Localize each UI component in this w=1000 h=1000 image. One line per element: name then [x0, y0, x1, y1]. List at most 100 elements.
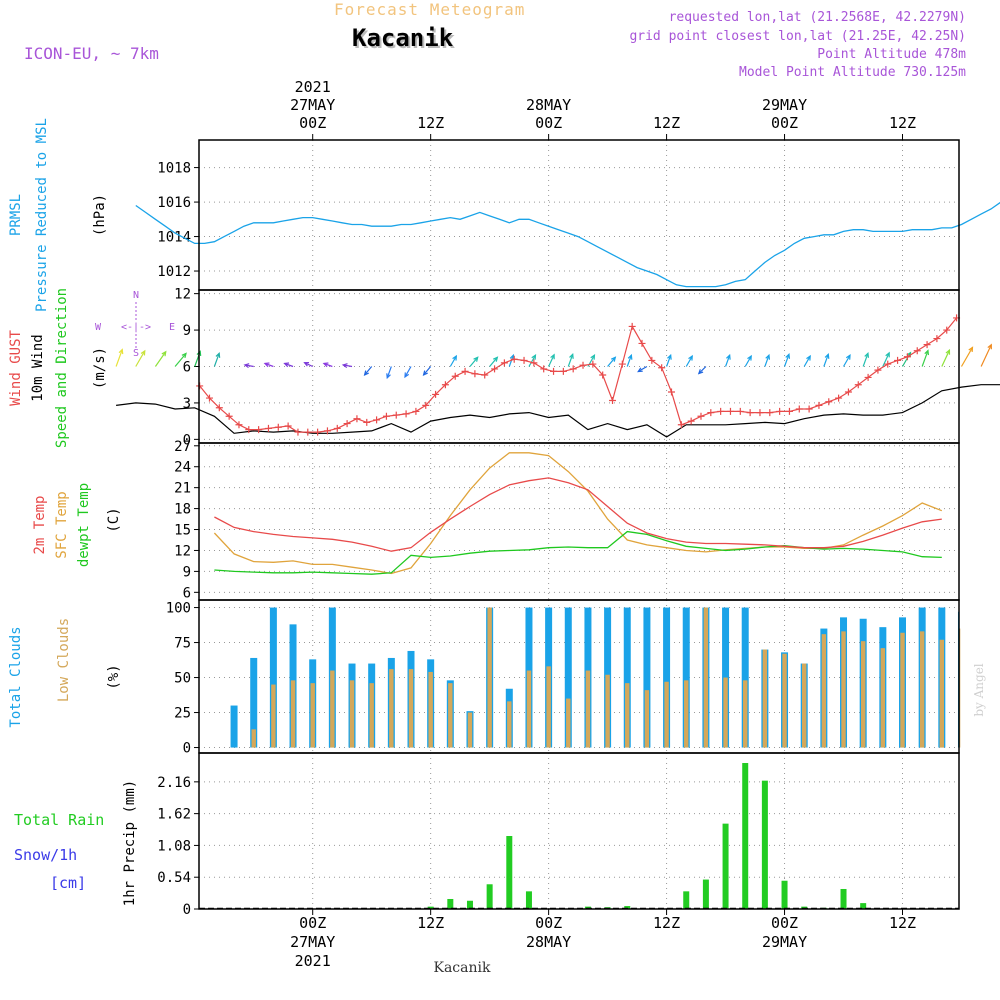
gust-marker	[569, 365, 577, 373]
wind-arrow-head	[688, 354, 693, 361]
y-tick-label: 9	[183, 564, 191, 580]
gust-marker	[628, 322, 636, 330]
gust-marker	[373, 416, 381, 424]
precip-bar	[525, 891, 532, 909]
wind-arrow-shaft	[724, 355, 731, 367]
wind-arrow-shaft	[174, 353, 187, 367]
low-cloud-bar	[369, 683, 374, 748]
low-cloud-bar	[310, 683, 315, 748]
wind-arrow-shaft	[685, 355, 693, 367]
top-date-label: 27MAY	[290, 96, 335, 114]
wind-arrow	[637, 365, 648, 373]
precip-bar	[781, 880, 788, 909]
gust-marker	[559, 367, 567, 375]
precip-bar	[683, 891, 690, 909]
precip-bar	[466, 900, 473, 909]
total-cloud-bar	[741, 607, 749, 748]
total-cloud-bar	[682, 607, 690, 748]
wind-arrow-head	[726, 353, 731, 360]
low-cloud-bar	[330, 670, 335, 748]
low-cloud-bar	[487, 607, 492, 748]
wind-arrow-shaft	[637, 365, 648, 373]
y-tick-label: 1.08	[157, 838, 191, 854]
wind-arrow-head	[885, 351, 890, 358]
chart-title: Forecast Meteogram	[334, 0, 526, 19]
wind-arrow	[283, 362, 294, 368]
wind-arrow-head	[215, 352, 221, 358]
gust-marker	[422, 401, 430, 409]
panel-clouds: 0 25 50 75 100	[166, 600, 959, 757]
gust-marker	[638, 339, 646, 347]
low-cloud-bar	[644, 690, 650, 748]
gust-marker	[933, 335, 941, 343]
gust-label: Wind GUST	[8, 330, 24, 406]
wind-arrow	[921, 349, 930, 367]
low-cloud-bar	[959, 628, 961, 748]
bottom-date-label: 29MAY	[762, 933, 807, 951]
top-time-tick: 12Z	[653, 114, 680, 132]
gust-marker	[284, 422, 292, 430]
low-cloud-bar	[546, 666, 551, 748]
precip-bar	[624, 906, 631, 909]
requested-coords: requested lon,lat (21.2568E, 42.2279N)	[668, 10, 966, 25]
gust-marker	[540, 365, 548, 373]
wind-arrow	[666, 353, 672, 367]
y-tick-label: 15	[174, 523, 191, 539]
panel-precip: 0 0.54 1.08 1.62 2.16	[157, 753, 959, 918]
gust-marker	[835, 394, 843, 402]
y-tick-label: 0	[183, 902, 191, 918]
low-cloud-bar	[703, 607, 709, 748]
gust-marker	[471, 370, 479, 378]
wind-arrow-shaft	[323, 362, 333, 368]
dewpt-line	[214, 530, 942, 575]
wind-arrow	[823, 352, 830, 367]
gust-marker	[726, 407, 734, 415]
wind-arrow-head	[118, 348, 124, 355]
wind-unit: (m/s)	[92, 347, 108, 389]
top-time-tick: 00Z	[535, 114, 562, 132]
y-tick-label: 24	[174, 460, 191, 476]
wind-arrow-shaft	[284, 362, 294, 368]
wind-arrow-shaft	[960, 347, 973, 367]
wind-arrow-head	[161, 350, 167, 357]
wind-arrow-head	[303, 362, 310, 367]
pressure-line	[135, 201, 1000, 288]
wind-arrow	[213, 352, 221, 367]
wind-arrow-shaft	[343, 364, 353, 368]
low-cloud-bar	[389, 669, 394, 748]
credit-label: by Angel	[972, 663, 986, 716]
bottom-time-tick: 00Z	[535, 914, 562, 932]
low-cloud-bar	[802, 663, 807, 748]
low-cloud-bar	[585, 670, 591, 748]
wind-arrow-shaft	[469, 356, 479, 367]
wind-arrow-head	[824, 352, 830, 359]
low-cloud-bar	[349, 680, 355, 748]
gust-marker	[609, 397, 617, 404]
wind-arrow	[174, 352, 187, 367]
gust-marker	[264, 424, 272, 432]
bottom-time-tick: 12Z	[889, 914, 916, 932]
y-tick-label: 21	[174, 481, 191, 497]
gust-marker	[884, 360, 892, 368]
low-cloud-bar	[880, 648, 886, 748]
model-altitude: Model Point Altitude 730.125m	[739, 65, 966, 80]
gust-marker	[530, 359, 538, 367]
low-cloud-bar	[900, 632, 905, 748]
precip-bar	[427, 906, 434, 909]
precip-bar	[860, 903, 867, 909]
wind10m-label: 10m Wind	[30, 334, 46, 401]
compass-arrows: <-|->	[121, 322, 151, 333]
wind-arrow	[489, 356, 499, 367]
wind-arrow-shaft	[843, 354, 851, 367]
wind-arrow	[724, 353, 731, 367]
y-tick-label: 12	[174, 287, 191, 303]
precip-bar	[447, 898, 454, 909]
wind-arrow-shaft	[135, 350, 146, 367]
wind-speed-dir-label: Speed and Direction	[54, 288, 70, 448]
gust-marker	[510, 355, 518, 363]
wind-arrow-shaft	[244, 364, 254, 368]
low-cloud-bar	[428, 671, 433, 748]
gust-marker	[864, 373, 872, 381]
panel-frame	[198, 752, 960, 910]
wind-arrow	[303, 362, 313, 368]
